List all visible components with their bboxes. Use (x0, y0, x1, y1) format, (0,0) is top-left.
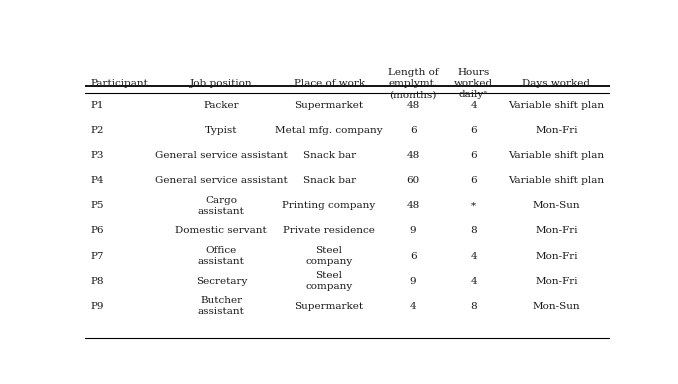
Text: Days worked: Days worked (522, 79, 591, 88)
Text: 6: 6 (471, 151, 477, 160)
Text: 8: 8 (471, 227, 477, 235)
Text: Job position: Job position (190, 79, 253, 88)
Text: P7: P7 (90, 252, 104, 260)
Text: Typist: Typist (205, 126, 237, 135)
Text: 4: 4 (471, 101, 477, 110)
Text: 9: 9 (410, 227, 416, 235)
Text: 48: 48 (407, 101, 420, 110)
Text: 6: 6 (471, 176, 477, 185)
Text: 6: 6 (410, 252, 416, 260)
Text: 6: 6 (410, 126, 416, 135)
Text: Mon-Fri: Mon-Fri (535, 252, 578, 260)
Text: 9: 9 (410, 276, 416, 286)
Text: 48: 48 (407, 151, 420, 160)
Text: Length of
emplymt.
(months): Length of emplymt. (months) (388, 68, 439, 99)
Text: Variable shift plan: Variable shift plan (508, 176, 604, 185)
Text: Snack bar: Snack bar (302, 151, 356, 160)
Text: Mon-Fri: Mon-Fri (535, 276, 578, 286)
Text: Office
assistant: Office assistant (198, 246, 245, 266)
Text: Butcher
assistant: Butcher assistant (198, 296, 245, 316)
Text: P3: P3 (90, 151, 104, 160)
Text: Steel
company: Steel company (306, 271, 353, 291)
Text: P2: P2 (90, 126, 104, 135)
Text: Supermarket: Supermarket (294, 101, 363, 110)
Text: Private residence: Private residence (283, 227, 375, 235)
Text: Place of work: Place of work (294, 79, 365, 88)
Text: Mon-Sun: Mon-Sun (532, 302, 580, 311)
Text: Printing company: Printing company (283, 201, 376, 210)
Text: P1: P1 (90, 101, 104, 110)
Text: Variable shift plan: Variable shift plan (508, 151, 604, 160)
Text: P8: P8 (90, 276, 104, 286)
Text: Variable shift plan: Variable shift plan (508, 101, 604, 110)
Text: Hours
worked
dailyᵃ: Hours worked dailyᵃ (454, 68, 493, 99)
Text: P9: P9 (90, 302, 104, 311)
Text: P6: P6 (90, 227, 104, 235)
Text: P4: P4 (90, 176, 104, 185)
Text: *: * (471, 201, 476, 210)
Text: Steel
company: Steel company (306, 246, 353, 266)
Text: Supermarket: Supermarket (294, 302, 363, 311)
Text: 4: 4 (410, 302, 416, 311)
Text: Snack bar: Snack bar (302, 176, 356, 185)
Text: 6: 6 (471, 126, 477, 135)
Text: 8: 8 (471, 302, 477, 311)
Text: Mon-Fri: Mon-Fri (535, 126, 578, 135)
Text: Metal mfg. company: Metal mfg. company (275, 126, 383, 135)
Text: 60: 60 (407, 176, 420, 185)
Text: 4: 4 (471, 276, 477, 286)
Text: Cargo
assistant: Cargo assistant (198, 196, 245, 216)
Text: 4: 4 (471, 252, 477, 260)
Text: Mon-Sun: Mon-Sun (532, 201, 580, 210)
Text: General service assistant: General service assistant (155, 176, 287, 185)
Text: Domestic servant: Domestic servant (176, 227, 267, 235)
Text: P5: P5 (90, 201, 104, 210)
Text: General service assistant: General service assistant (155, 151, 287, 160)
Text: Packer: Packer (203, 101, 239, 110)
Text: Secretary: Secretary (196, 276, 247, 286)
Text: Mon-Fri: Mon-Fri (535, 227, 578, 235)
Text: Participant: Participant (90, 79, 148, 88)
Text: 48: 48 (407, 201, 420, 210)
